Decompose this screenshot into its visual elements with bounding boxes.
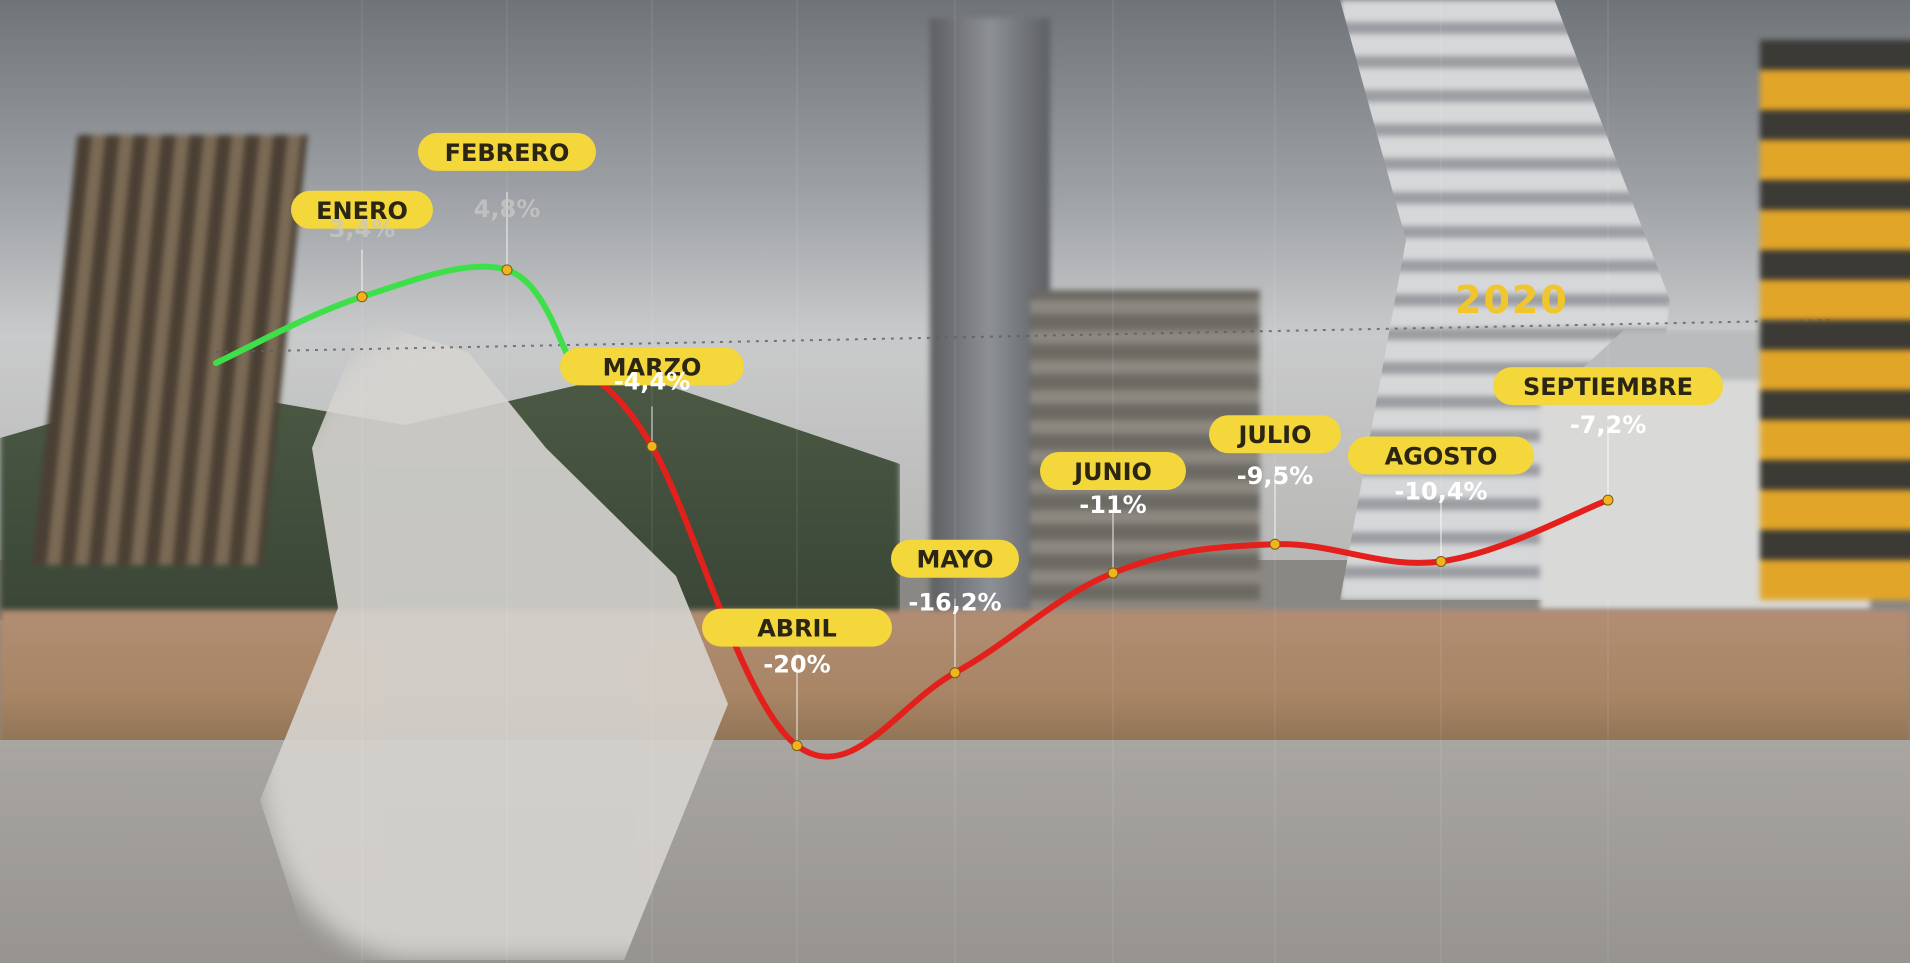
data-point bbox=[646, 440, 658, 452]
data-point bbox=[1602, 494, 1614, 506]
month-tag bbox=[702, 608, 892, 647]
value-label: -11% bbox=[1079, 491, 1146, 519]
month-tag bbox=[1493, 367, 1723, 406]
month-tag bbox=[291, 190, 433, 229]
data-point bbox=[1269, 538, 1281, 550]
month-tag bbox=[1209, 415, 1341, 454]
month-label: SEPTIEMBRE bbox=[1523, 373, 1693, 401]
month-label: ENERO bbox=[316, 197, 408, 225]
data-point bbox=[1435, 555, 1447, 567]
value-label: -16,2% bbox=[908, 589, 1001, 617]
month-label: JUNIO bbox=[1072, 458, 1152, 486]
year-label: 2020 bbox=[1455, 278, 1569, 322]
value-label: 3,4% bbox=[329, 215, 396, 243]
data-point bbox=[949, 667, 961, 679]
zero-baseline bbox=[215, 319, 1831, 353]
month-tag bbox=[891, 539, 1019, 578]
month-label: JULIO bbox=[1236, 421, 1311, 449]
value-label: -20% bbox=[763, 651, 830, 679]
value-label: -9,5% bbox=[1237, 462, 1314, 490]
data-point bbox=[501, 264, 513, 276]
month-tag bbox=[560, 347, 744, 386]
value-label: -10,4% bbox=[1394, 477, 1487, 505]
month-label: AGOSTO bbox=[1385, 442, 1498, 470]
month-label: ABRIL bbox=[757, 615, 837, 643]
data-point bbox=[1107, 567, 1119, 579]
value-label: 4,8% bbox=[474, 195, 541, 223]
month-tag bbox=[418, 132, 596, 171]
month-tag bbox=[1348, 436, 1534, 475]
series-line-negative bbox=[568, 359, 1611, 760]
value-label: -7,2% bbox=[1570, 411, 1647, 439]
data-point bbox=[356, 291, 368, 303]
value-label: -4,4% bbox=[614, 367, 691, 395]
month-label: MAYO bbox=[916, 546, 993, 574]
series-line-positive bbox=[213, 263, 575, 366]
month-label: MARZO bbox=[603, 353, 702, 381]
month-tag bbox=[1040, 451, 1186, 490]
month-label: FEBRERO bbox=[445, 139, 570, 167]
data-point bbox=[791, 740, 803, 752]
